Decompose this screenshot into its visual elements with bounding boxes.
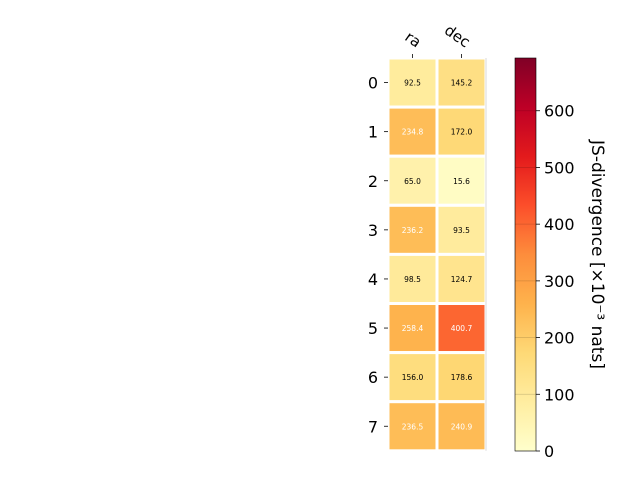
cell-value-label: 156.0 (402, 373, 424, 382)
row-tick-label: 4 (368, 270, 378, 289)
colorbar-tick-label: 200 (544, 329, 575, 348)
cell-value-label: 234.8 (402, 128, 424, 137)
row-tick-label: 7 (368, 417, 378, 436)
cell-value-label: 98.5 (404, 275, 421, 284)
cell-value-label: 258.4 (402, 324, 424, 333)
row-tick-labels: 0 1 2 3 4 5 6 7 (368, 74, 388, 436)
colorbar-tick-label: 600 (544, 102, 575, 121)
column-tick-label: dec (441, 21, 473, 51)
cell-value-label: 93.5 (453, 226, 470, 235)
column-tick-labels: ra dec (402, 21, 474, 58)
row-tick-label: 3 (368, 221, 378, 240)
colorbar-tick-label: 300 (544, 272, 575, 291)
cell-value-label: 236.5 (402, 422, 424, 431)
colorbar-tick-label: 100 (544, 385, 575, 404)
cell-value-label: 236.2 (402, 226, 424, 235)
colorbar-label: JS-divergence [×10⁻³ nats] (587, 139, 607, 369)
cell-value-label: 124.7 (451, 275, 473, 284)
cell-value-label: 240.9 (451, 422, 473, 431)
heatmap-cells (386, 56, 488, 453)
column-tick-label: ra (402, 28, 425, 52)
heatmap-cell (435, 400, 488, 453)
colorbar-tick-label: 400 (544, 215, 575, 234)
cell-value-labels: 92.5 145.2 234.8 172.0 65.0 15.6 236.2 93.5 98.5… (402, 79, 473, 432)
colorbar-tick-label: 0 (544, 442, 554, 461)
heatmap-cell (435, 252, 488, 305)
cell-value-label: 145.2 (451, 79, 473, 88)
cell-value-label: 400.7 (451, 324, 473, 333)
cell-value-label: 172.0 (451, 128, 473, 137)
row-tick-label: 5 (368, 319, 378, 338)
colorbar-gradient (514, 57, 537, 452)
heatmap-cell (435, 203, 488, 256)
colorbar-tick-label: 500 (544, 158, 575, 177)
cell-value-label: 15.6 (453, 177, 470, 186)
row-tick-label: 1 (368, 123, 378, 142)
row-tick-label: 2 (368, 172, 378, 191)
cell-value-label: 178.6 (451, 373, 473, 382)
cell-value-label: 92.5 (404, 79, 421, 88)
row-tick-label: 6 (368, 368, 378, 387)
colorbar: 0 100 200 300 400 500 600 (514, 57, 575, 461)
row-tick-label: 0 (368, 74, 378, 93)
cell-value-label: 65.0 (404, 177, 421, 186)
